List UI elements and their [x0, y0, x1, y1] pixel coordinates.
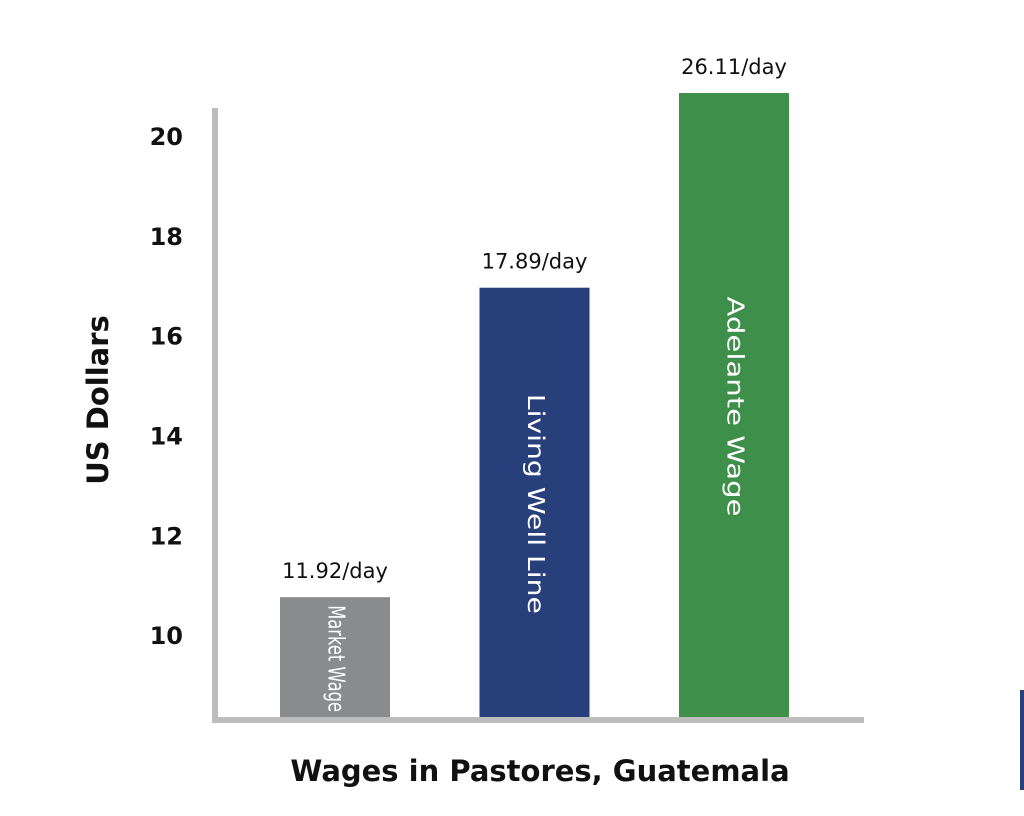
edge-strip [1020, 690, 1024, 790]
category-label: Market Wage [323, 605, 349, 712]
y-tick-label: 14 [150, 422, 183, 450]
bar-annotation: 11.92/day [282, 559, 388, 583]
bar [280, 597, 390, 720]
x-axis-title: Wages in Pastores, Guatemala [290, 754, 789, 788]
y-tick-label: 20 [150, 123, 183, 151]
category-label: Adelante Wage [722, 297, 748, 517]
category-label: Living Well Line [522, 394, 548, 614]
y-axis-title: US Dollars [81, 315, 115, 485]
bar-annotation: 26.11/day [681, 55, 787, 79]
y-tick-label: 10 [150, 622, 183, 650]
bar-annotation: 17.89/day [482, 250, 588, 274]
bar [679, 93, 789, 720]
y-tick-label: 18 [150, 223, 183, 251]
y-tick-label: 12 [150, 522, 183, 550]
bar [479, 287, 590, 720]
y-tick-label: 16 [150, 323, 183, 351]
